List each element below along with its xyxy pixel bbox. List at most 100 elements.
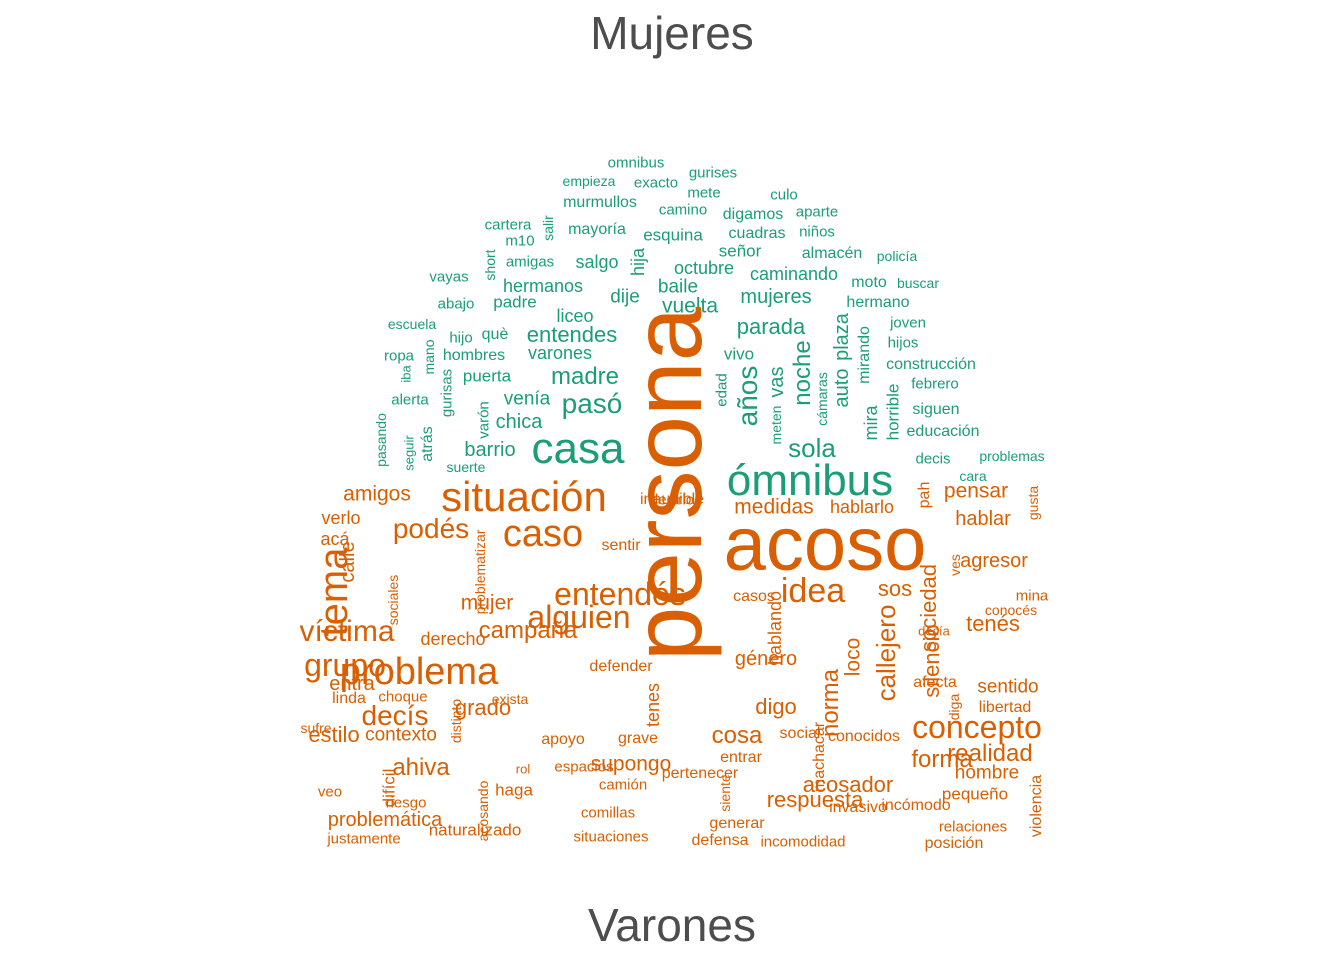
word-mujeres: amigas [505, 253, 555, 271]
word-mujeres: aparte [795, 203, 839, 221]
word-varones: forma [911, 746, 973, 773]
word-varones: violencia [1028, 774, 1045, 838]
word-mujeres: escuela [387, 316, 437, 332]
word-mujeres: salir [540, 215, 556, 241]
word-varones: realidad [947, 740, 1033, 767]
word-mujeres: murmullos [563, 194, 637, 211]
word-varones: verlo [321, 508, 361, 528]
word-mujeres: mirando [856, 326, 873, 384]
word-mujeres: hermano [846, 294, 910, 311]
word-varones: hombre [954, 762, 1020, 784]
word-mujeres: señor [718, 241, 762, 261]
word-varones: entra [329, 673, 375, 695]
word-varones: sos [877, 576, 913, 601]
word-mujeres: omnibus [607, 154, 665, 172]
word-varones: víctima [299, 615, 395, 648]
word-mujeres: mayoría [568, 221, 626, 238]
word-varones: loco [841, 637, 865, 677]
word-varones: distinto [448, 698, 464, 744]
word-varones: podés [392, 513, 470, 544]
word-mujeres: vas [766, 366, 788, 398]
word-mujeres: empieza [562, 173, 616, 189]
word-varones: agresor [960, 550, 1028, 572]
word-varones: hablar [955, 508, 1011, 530]
mujeres-title: Mujeres [590, 7, 754, 59]
word-varones: contexto [365, 724, 437, 746]
word-varones: posición [924, 835, 984, 852]
word-mujeres: gurises [688, 164, 738, 182]
word-varones: estilo [308, 722, 360, 747]
word-mujeres: construcción [886, 356, 976, 373]
word-mujeres: ómnibus [726, 456, 894, 505]
word-varones: incomodidad [760, 833, 846, 851]
word-varones: grupo [304, 647, 386, 683]
word-mujeres: cámaras [814, 372, 830, 426]
word-mujeres: digamos [722, 206, 784, 223]
word-varones: decís [361, 700, 429, 731]
word-varones: callejero [871, 604, 901, 702]
word-varones: sentido [977, 676, 1039, 698]
word-varones: incómodo [881, 797, 951, 814]
word-mujeres: exacto [633, 174, 679, 192]
varones-title: Varones [588, 899, 756, 951]
word-mujeres: iba [398, 365, 414, 383]
word-mujeres: baile [657, 276, 699, 298]
word-varones: rol [515, 761, 531, 777]
word-mujeres: educación [906, 423, 980, 440]
word-varones: problema [339, 651, 499, 693]
word-varones: invasivo [829, 799, 887, 816]
word-varones: decía [918, 623, 950, 639]
word-mujeres: short [482, 249, 498, 281]
word-varones: linda [332, 690, 366, 707]
word-mujeres: noche [789, 340, 816, 406]
word-mujeres: parada [736, 314, 806, 339]
word-varones: siente [717, 774, 733, 812]
word-varones: justamente [327, 830, 401, 848]
word-mujeres: almacén [801, 245, 863, 262]
word-varones: defender [589, 658, 653, 675]
word-varones: generar [709, 815, 765, 832]
word-mujeres: problemas [979, 448, 1045, 464]
word-varones: alguien [527, 599, 631, 635]
word-varones: amigos [343, 482, 411, 506]
word-mujeres: cartera [484, 216, 532, 234]
word-varones: medidas [734, 495, 814, 519]
word-mujeres: hijos [887, 334, 919, 352]
word-varones: acoso [723, 502, 927, 587]
word-varones: campaña [478, 617, 578, 644]
word-varones: conocidos [827, 728, 901, 745]
word-mujeres: dije [610, 286, 640, 308]
word-mujeres: liceo [556, 306, 594, 326]
word-varones: apoyo [541, 731, 585, 748]
word-mujeres: horrible [883, 383, 903, 441]
word-varones: entendés [554, 576, 686, 612]
word-mujeres: decis [915, 450, 951, 468]
word-mujeres: joven [890, 314, 926, 332]
word-varones: digo [755, 694, 797, 719]
word-varones: relaciones [938, 818, 1008, 836]
word-mujeres: hijo [449, 329, 473, 347]
word-varones: afecta [913, 674, 957, 691]
word-mujeres: mete [687, 184, 721, 202]
word-mujeres: puerta [462, 366, 512, 386]
word-varones: mujer [460, 591, 514, 615]
word-mujeres: madre [550, 363, 620, 390]
word-varones: conocés [984, 602, 1038, 618]
word-varones: decirlo [649, 491, 695, 509]
word-mujeres: buscar [896, 275, 940, 291]
word-varones: caso [502, 513, 584, 555]
word-mujeres: varones [527, 343, 593, 363]
word-mujeres: meten [768, 405, 784, 445]
word-varones: hablarlo [829, 497, 895, 517]
word-mujeres: mujeres [740, 286, 812, 308]
word-mujeres: moto [851, 274, 887, 291]
word-varones: camión [598, 776, 648, 794]
word-mujeres: policía [876, 248, 918, 264]
word-mujeres: què [481, 326, 509, 343]
word-mujeres: hombres [442, 347, 506, 364]
word-mujeres: esquina [643, 225, 703, 245]
word-mujeres: vivo [723, 344, 755, 364]
word-mujeres: chica [495, 411, 543, 433]
word-varones: pequeño [941, 784, 1009, 804]
word-varones: pertenecer [661, 765, 739, 782]
